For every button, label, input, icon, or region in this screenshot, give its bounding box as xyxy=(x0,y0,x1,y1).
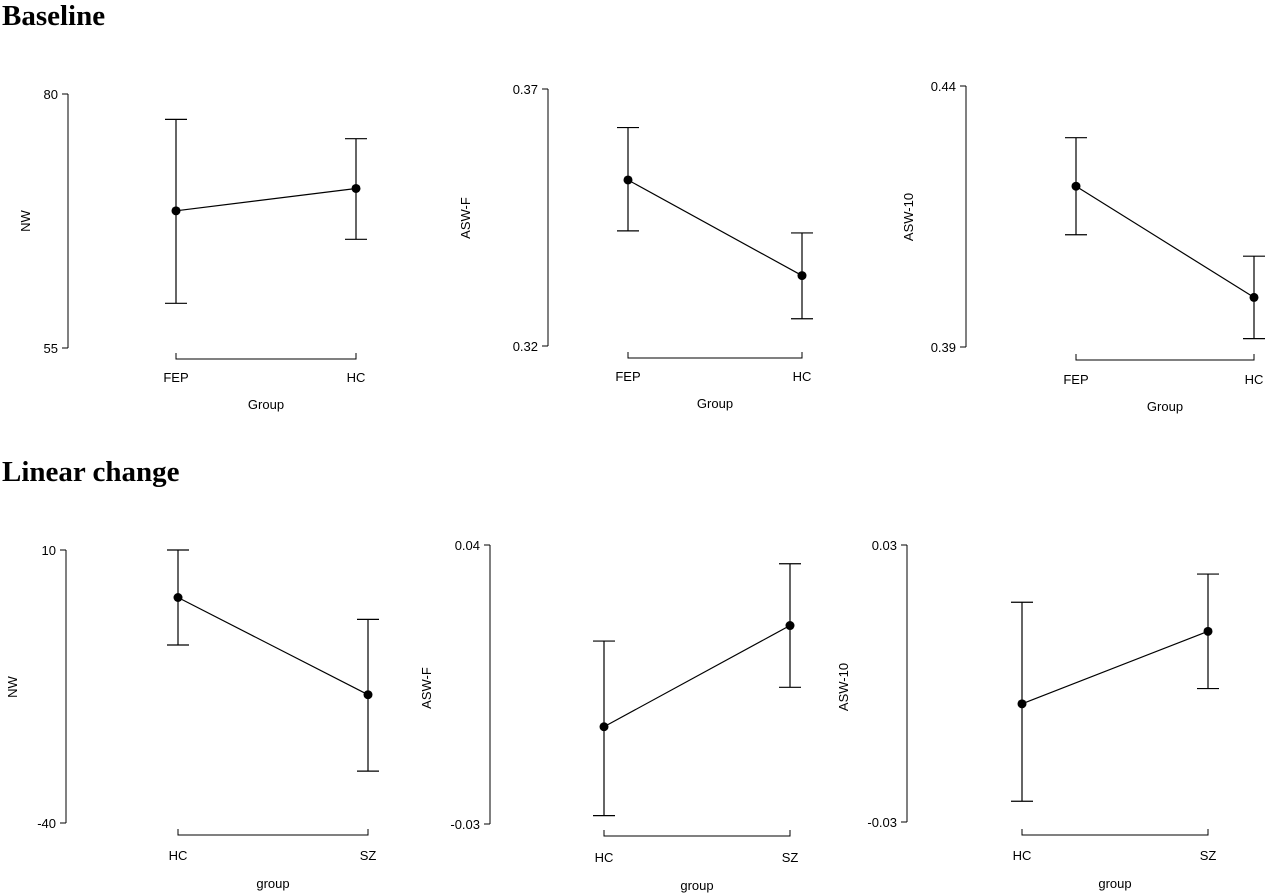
data-point xyxy=(351,183,361,193)
x-axis-label: Group xyxy=(248,397,284,412)
data-point xyxy=(599,722,609,732)
y-axis-label: NW xyxy=(5,675,20,697)
chart-panel-2: 0.37 0.32 ASW-F FEP HC Group xyxy=(458,82,813,411)
y-tick-label: -40 xyxy=(37,816,56,831)
x-tick-label: FEP xyxy=(1063,372,1088,387)
chart-panel-3: 0.44 0.39 ASW-10 FEP HC Group xyxy=(901,79,1265,414)
data-point xyxy=(363,690,373,700)
y-axis-label: ASW-10 xyxy=(901,193,916,241)
y-axis-label: ASW-F xyxy=(458,197,473,239)
x-axis-line xyxy=(177,829,369,836)
x-tick-label: HC xyxy=(793,369,812,384)
x-tick-label: HC xyxy=(169,848,188,863)
x-axis-label: Group xyxy=(697,396,733,411)
y-tick-label: 80 xyxy=(44,87,58,102)
y-tick-label: 0.37 xyxy=(513,82,538,97)
x-axis-line xyxy=(603,830,791,837)
x-axis-line xyxy=(1075,354,1255,361)
chart-panel-5: 0.04 -0.03 ASW-F HC SZ group xyxy=(419,538,801,893)
series-line xyxy=(603,624,791,728)
y-tick-label: -0.03 xyxy=(450,817,480,832)
series-line xyxy=(627,179,803,277)
x-tick-label: HC xyxy=(1013,848,1032,863)
series-line xyxy=(1075,185,1255,298)
series-line xyxy=(1021,630,1209,705)
y-tick-label: 0.39 xyxy=(931,340,956,355)
data-point xyxy=(1017,699,1027,709)
x-axis-label: group xyxy=(1098,876,1131,891)
y-axis-label: NW xyxy=(18,209,33,231)
data-point xyxy=(797,271,807,281)
x-tick-label: HC xyxy=(347,370,366,385)
section-title-linear-change: Linear change xyxy=(2,456,180,488)
x-tick-label: HC xyxy=(595,850,614,865)
series-line xyxy=(177,596,369,696)
x-tick-label: SZ xyxy=(360,848,377,863)
chart-panel-6: 0.03 -0.03 ASW-10 HC SZ group xyxy=(836,538,1219,891)
x-tick-label: SZ xyxy=(1200,848,1217,863)
y-tick-label: 0.32 xyxy=(513,339,538,354)
data-point xyxy=(623,175,633,185)
x-axis-label: group xyxy=(256,876,289,891)
section-title-baseline: Baseline xyxy=(2,0,106,32)
y-axis-label: ASW-10 xyxy=(836,663,851,711)
x-axis-line xyxy=(1021,829,1209,836)
x-tick-label: FEP xyxy=(163,370,188,385)
y-tick-label: 55 xyxy=(44,341,58,356)
data-point xyxy=(173,593,183,603)
y-tick-label: 0.03 xyxy=(872,538,897,553)
data-point xyxy=(1071,181,1081,191)
x-tick-label: HC xyxy=(1245,372,1264,387)
data-point xyxy=(1249,292,1259,302)
x-tick-label: SZ xyxy=(782,850,799,865)
y-tick-label: 0.04 xyxy=(455,538,480,553)
chart-panel-4: 10 -40 NW HC SZ group xyxy=(5,543,379,891)
data-point xyxy=(785,621,795,631)
x-axis-line xyxy=(175,353,357,360)
data-point xyxy=(1203,626,1213,636)
x-tick-label: FEP xyxy=(615,369,640,384)
y-tick-label: 10 xyxy=(42,543,56,558)
y-tick-label: -0.03 xyxy=(867,815,897,830)
x-axis-line xyxy=(627,352,803,359)
data-point xyxy=(171,206,181,216)
y-axis-label: ASW-F xyxy=(419,667,434,709)
y-tick-label: 0.44 xyxy=(931,79,956,94)
x-axis-label: Group xyxy=(1147,399,1183,414)
series-line xyxy=(175,187,357,212)
chart-panel-1: 80 55 NW FEP HC Group xyxy=(18,87,367,412)
x-axis-label: group xyxy=(680,878,713,893)
